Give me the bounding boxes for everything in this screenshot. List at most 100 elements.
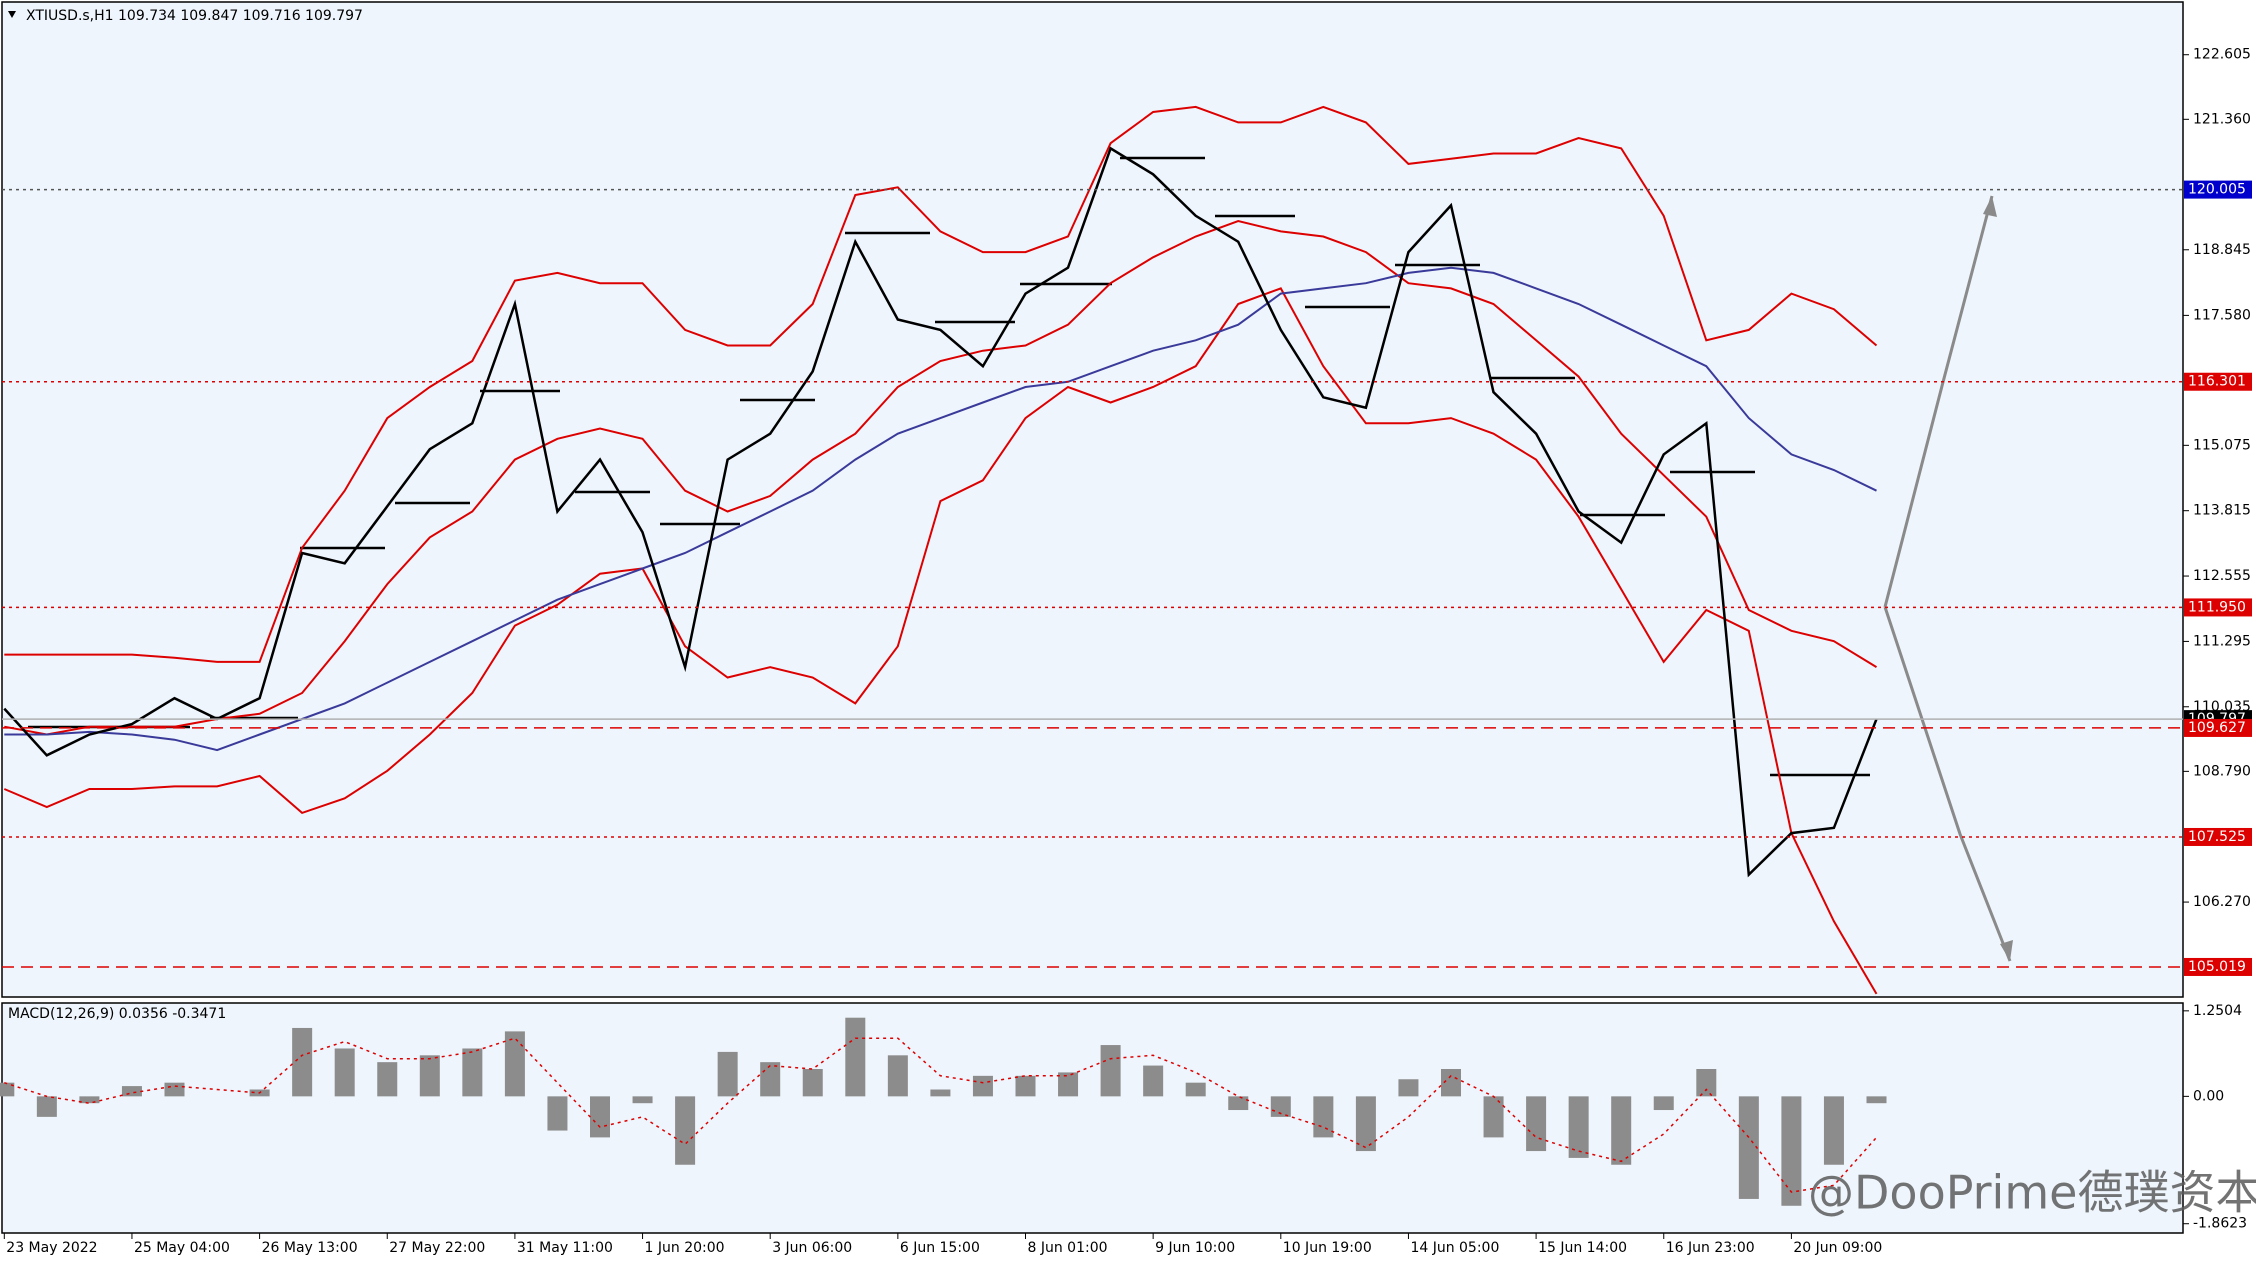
- price-line: [4, 219, 1878, 736]
- macd-bar: [1696, 1068, 1717, 1097]
- level-label: 120.005: [2188, 182, 2246, 198]
- x-tick-label: 14 Jun 05:00: [1410, 1240, 1499, 1256]
- arrowhead: [2000, 940, 2013, 961]
- y-tick-label: 112.555: [2193, 568, 2251, 584]
- macd-bar: [1100, 1045, 1121, 1097]
- price-frame: [1, 1, 2184, 998]
- macd-bar: [1866, 1096, 1887, 1104]
- level-label-box: [2184, 718, 2252, 737]
- price-line: [3, 287, 1878, 995]
- x-tick-label: 3 Jun 06:00: [772, 1240, 852, 1256]
- level-label-box: [2184, 827, 2252, 846]
- macd-bar: [36, 1096, 57, 1117]
- level-label-box: [2184, 598, 2252, 617]
- y-tick-label: 115.075: [2193, 437, 2251, 453]
- macd-bar: [590, 1096, 610, 1138]
- x-tick-label: 16 Jun 23:00: [1666, 1240, 1755, 1256]
- y-tick-label: 122.605: [2193, 47, 2251, 63]
- macd-bar: [164, 1082, 185, 1097]
- watermark: @DooPrime德璞资本: [1808, 1166, 2256, 1220]
- macd-bar: [760, 1062, 781, 1097]
- macd-bar: [675, 1096, 696, 1165]
- macd-bar: [802, 1068, 823, 1097]
- x-tick-label: 23 May 2022: [6, 1240, 97, 1256]
- x-tick-label: 1 Jun 20:00: [645, 1240, 725, 1256]
- x-tick-label: 15 Jun 14:00: [1538, 1240, 1627, 1256]
- macd-bar: [1228, 1096, 1249, 1111]
- price-panel: [2, 2, 2183, 997]
- macd-bar: [1483, 1096, 1504, 1138]
- x-tick-label: 26 May 13:00: [262, 1240, 358, 1256]
- macd-bar: [972, 1075, 993, 1097]
- macd-bar: [334, 1048, 355, 1097]
- level-label: 111.950: [2188, 599, 2246, 615]
- arrowhead: [1983, 196, 1997, 217]
- up-arrow: [1883, 195, 1994, 608]
- macd-bar: [1568, 1096, 1589, 1158]
- level-label: 105.019: [2188, 959, 2246, 975]
- x-tick-label: 27 May 22:00: [389, 1240, 485, 1256]
- level-label-box: [2184, 957, 2252, 976]
- x-tick-label: 31 May 11:00: [517, 1240, 613, 1256]
- y-tick-label: 117.580: [2193, 307, 2251, 323]
- macd-bar: [1313, 1096, 1334, 1138]
- macd-bar: [292, 1027, 313, 1097]
- level-label: 116.301: [2188, 374, 2246, 390]
- macd-bar: [1441, 1068, 1461, 1097]
- x-tick-label: 8 Jun 01:00: [1028, 1240, 1108, 1256]
- macd-panel: [2, 1003, 2183, 1233]
- down-arrow: [1883, 606, 2012, 962]
- level-label-box: [2184, 180, 2252, 199]
- macd-bar: [1185, 1082, 1206, 1097]
- projection-arrows: [1883, 195, 2013, 962]
- macd-bar: [1355, 1096, 1376, 1152]
- price-line: [4, 105, 1878, 663]
- macd-bar: [547, 1096, 568, 1131]
- x-tick-label: 6 Jun 15:00: [900, 1240, 980, 1256]
- macd-bar: [887, 1055, 908, 1097]
- macd-bar: [1015, 1075, 1036, 1097]
- x-tick-label: 9 Jun 10:00: [1155, 1240, 1235, 1256]
- y-tick-label: 1.2504: [2193, 1003, 2242, 1019]
- macd-bar: [121, 1086, 142, 1097]
- macd-bar: [1398, 1079, 1419, 1097]
- macd-bar: [419, 1055, 440, 1097]
- level-label: 109.627: [2188, 720, 2246, 736]
- signal-line: [4, 1037, 1878, 1193]
- macd-frame: [1, 1002, 2184, 1234]
- y-tick-label: 111.295: [2193, 633, 2251, 649]
- macd-bar: [1738, 1096, 1759, 1199]
- level-label-box: [2184, 372, 2252, 391]
- price-line: [4, 266, 1877, 752]
- price-line: [3, 146, 1878, 878]
- x-tick-label: 10 Jun 19:00: [1283, 1240, 1372, 1256]
- macd-bar: [1823, 1096, 1844, 1165]
- macd-bar: [1611, 1096, 1632, 1165]
- macd-bar: [717, 1051, 738, 1097]
- y-tick-label: 106.270: [2193, 894, 2251, 910]
- macd-bar: [1058, 1072, 1079, 1097]
- macd-bar: [1781, 1096, 1802, 1206]
- macd-bar: [1653, 1096, 1674, 1111]
- y-tick-label: 108.790: [2193, 763, 2251, 779]
- level-label: 107.525: [2188, 829, 2246, 845]
- y-tick-label: 0.00: [2193, 1088, 2224, 1104]
- macd-bar: [1143, 1065, 1164, 1097]
- collapse-icon: [8, 11, 16, 18]
- x-tick-label: 25 May 04:00: [134, 1240, 230, 1256]
- symbol-info: XTIUSD.s,H1 109.734 109.847 109.716 109.…: [26, 8, 363, 24]
- macd-bar: [1526, 1096, 1547, 1152]
- macd-bar: [930, 1089, 951, 1097]
- macd-bar: [1270, 1096, 1291, 1117]
- macd-bar: [79, 1096, 100, 1104]
- macd-bar: [504, 1031, 525, 1097]
- macd-bar: [845, 1017, 866, 1097]
- macd-bar: [462, 1048, 483, 1097]
- macd-bar: [0, 1082, 15, 1097]
- y-tick-label: -1.8623: [2193, 1216, 2247, 1232]
- macd-bar: [632, 1096, 653, 1104]
- macd-bar: [377, 1062, 398, 1097]
- y-tick-label: 118.845: [2193, 242, 2251, 258]
- y-tick-label: 113.815: [2193, 503, 2251, 519]
